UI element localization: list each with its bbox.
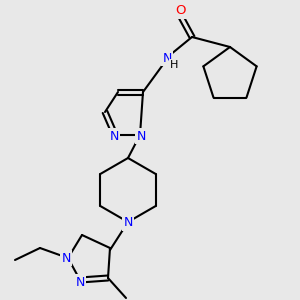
Text: N: N <box>75 275 85 289</box>
Text: N: N <box>162 52 172 64</box>
Text: N: N <box>109 130 119 142</box>
Text: H: H <box>170 60 178 70</box>
Text: O: O <box>175 4 185 17</box>
Text: N: N <box>136 130 146 142</box>
Text: N: N <box>61 251 71 265</box>
Text: N: N <box>123 217 133 230</box>
